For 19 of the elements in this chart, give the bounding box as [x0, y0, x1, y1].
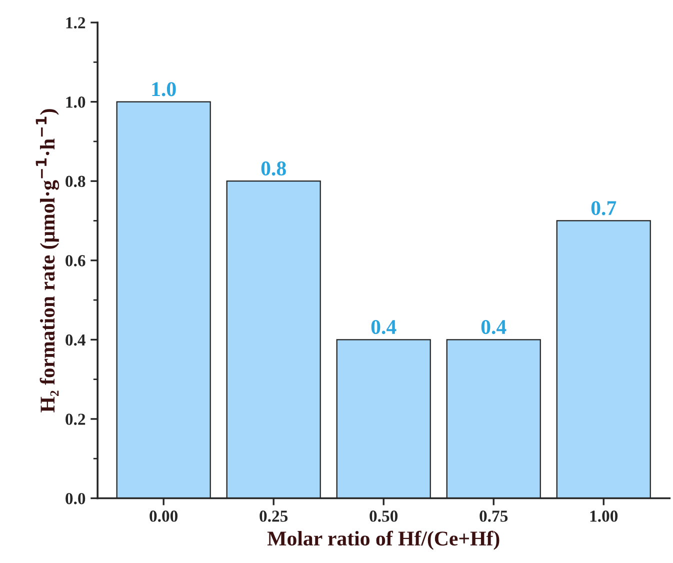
y-tick-label: 1.0: [66, 96, 86, 108]
y-tick-label: 0.6: [66, 255, 86, 266]
y-tick-label: 0.0: [66, 492, 86, 504]
x-tick-label: 0.25: [260, 510, 288, 522]
x-tick-label: 0.50: [370, 510, 398, 522]
y-tick-label: 1.2: [66, 17, 86, 29]
y-tick-label: 0.8: [66, 176, 86, 188]
data-label: 0.7: [591, 201, 616, 216]
x-tick-label: 0.00: [150, 510, 178, 522]
y-axis-title: H₂ formation rate (μmol·g$^{−1}$·h$^{−1}$): [36, 109, 60, 412]
data-label: 0.8: [261, 161, 286, 176]
data-label: 0.4: [371, 320, 396, 334]
x-tick-label: 0.75: [480, 510, 508, 522]
x-tick-label: 1.00: [590, 510, 618, 522]
y-tick-label: 0.4: [66, 334, 86, 346]
y-tick-label: 0.2: [66, 414, 86, 425]
data-label: 1.0: [152, 82, 176, 96]
x-axis-title: Molar ratio of Hf/(Ce+Hf): [267, 530, 500, 550]
data-label: 0.4: [481, 320, 506, 334]
